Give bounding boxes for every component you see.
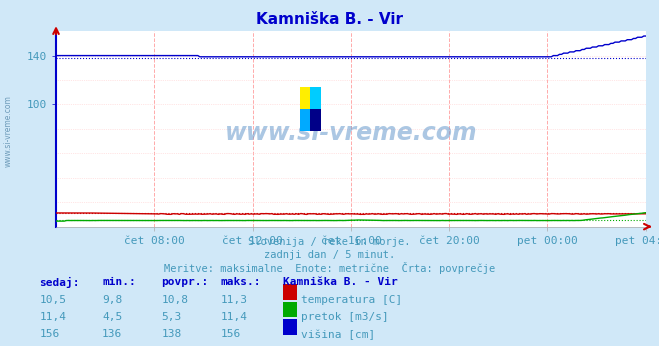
Text: www.si-vreme.com: www.si-vreme.com xyxy=(225,121,477,145)
Text: min.:: min.: xyxy=(102,277,136,287)
Text: 4,5: 4,5 xyxy=(102,312,123,322)
Text: Kamniška B. - Vir: Kamniška B. - Vir xyxy=(256,12,403,27)
Text: 10,5: 10,5 xyxy=(40,295,67,305)
Text: Meritve: maksimalne  Enote: metrične  Črta: povprečje: Meritve: maksimalne Enote: metrične Črta… xyxy=(164,262,495,274)
Text: višina [cm]: višina [cm] xyxy=(301,329,376,340)
Text: sedaj:: sedaj: xyxy=(40,277,80,288)
Bar xyxy=(310,109,321,131)
Text: 156: 156 xyxy=(40,329,60,339)
Text: povpr.:: povpr.: xyxy=(161,277,209,287)
Text: 138: 138 xyxy=(161,329,182,339)
Text: Kamniška B. - Vir: Kamniška B. - Vir xyxy=(283,277,398,287)
Bar xyxy=(300,109,310,131)
Text: 10,8: 10,8 xyxy=(161,295,188,305)
Text: 11,4: 11,4 xyxy=(40,312,67,322)
Text: maks.:: maks.: xyxy=(221,277,261,287)
Text: Slovenija / reke in morje.: Slovenija / reke in morje. xyxy=(248,237,411,247)
Text: 11,4: 11,4 xyxy=(221,312,248,322)
Bar xyxy=(310,86,321,109)
Text: 136: 136 xyxy=(102,329,123,339)
Text: zadnji dan / 5 minut.: zadnji dan / 5 minut. xyxy=(264,250,395,260)
Bar xyxy=(300,86,310,109)
Text: 156: 156 xyxy=(221,329,241,339)
Text: 11,3: 11,3 xyxy=(221,295,248,305)
Text: pretok [m3/s]: pretok [m3/s] xyxy=(301,312,389,322)
Text: 9,8: 9,8 xyxy=(102,295,123,305)
Text: www.si-vreme.com: www.si-vreme.com xyxy=(3,95,13,167)
Text: temperatura [C]: temperatura [C] xyxy=(301,295,403,305)
Text: 5,3: 5,3 xyxy=(161,312,182,322)
